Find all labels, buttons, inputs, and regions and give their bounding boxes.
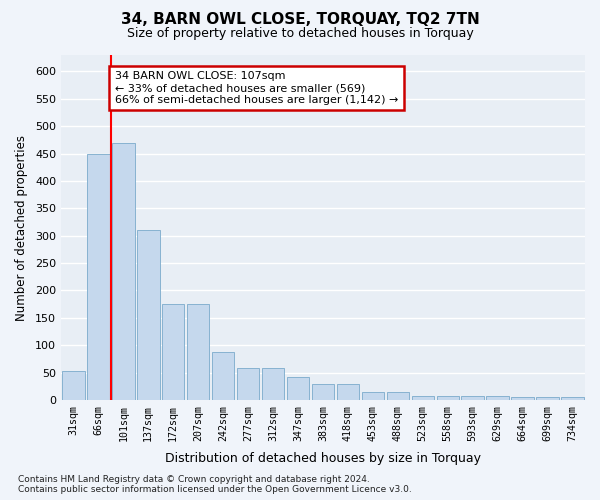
Bar (112, 142, 134, 400)
Bar (162, 304, 184, 400)
Text: Contains HM Land Registry data © Crown copyright and database right 2024.
Contai: Contains HM Land Registry data © Crown c… (18, 474, 412, 494)
Bar (362, 392, 384, 400)
Bar (237, 368, 259, 400)
Bar (561, 398, 584, 400)
Bar (461, 396, 484, 400)
Bar (137, 230, 160, 400)
Bar (212, 352, 235, 400)
Bar (386, 392, 409, 400)
Bar (312, 384, 334, 400)
Bar (287, 377, 309, 400)
Text: 34, BARN OWL CLOSE, TORQUAY, TQ2 7TN: 34, BARN OWL CLOSE, TORQUAY, TQ2 7TN (121, 12, 479, 28)
Bar (487, 396, 509, 400)
Bar (511, 398, 534, 400)
Bar (262, 368, 284, 400)
Bar (187, 304, 209, 400)
Text: Size of property relative to detached houses in Torquay: Size of property relative to detached ho… (127, 28, 473, 40)
Bar (62, 371, 85, 400)
Bar (412, 396, 434, 400)
Y-axis label: Number of detached properties: Number of detached properties (15, 134, 28, 320)
X-axis label: Distribution of detached houses by size in Torquay: Distribution of detached houses by size … (165, 452, 481, 465)
Bar (87, 154, 110, 400)
Text: 34 BARN OWL CLOSE: 107sqm
← 33% of detached houses are smaller (569)
66% of semi: 34 BARN OWL CLOSE: 107sqm ← 33% of detac… (115, 72, 398, 104)
Bar (437, 396, 459, 400)
Bar (337, 384, 359, 400)
Bar (536, 398, 559, 400)
